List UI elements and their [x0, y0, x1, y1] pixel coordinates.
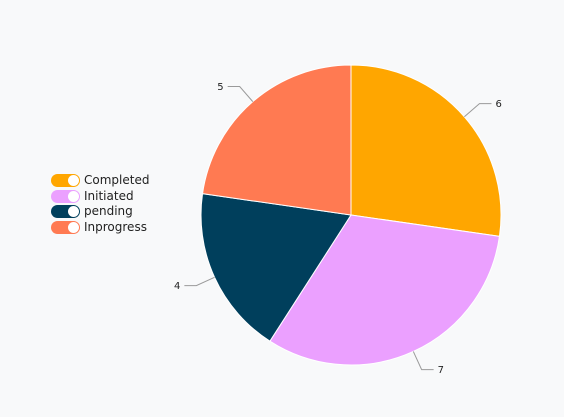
label-connector-initiated	[412, 351, 434, 371]
legend-item-initiated[interactable]: Initiated	[51, 189, 149, 205]
data-label-pending: 4	[174, 281, 180, 292]
legend-item-pending[interactable]: pending	[51, 204, 149, 220]
toggle-knob-icon	[68, 190, 79, 202]
data-label-completed: 6	[495, 99, 501, 110]
legend-label: Completed	[84, 173, 150, 188]
data-label-initiated: 7	[438, 365, 444, 376]
pie-slice-inprogress[interactable]	[201, 64, 352, 216]
label-connector-inprogress	[227, 86, 254, 102]
legend-toggle-icon[interactable]	[51, 174, 80, 188]
legend-item-completed[interactable]: Completed	[51, 173, 149, 189]
legend-label: pending	[84, 204, 133, 219]
legend: Completed Initiated pending Inprogress	[51, 173, 149, 235]
label-connector-completed	[464, 103, 492, 118]
toggle-knob-icon	[68, 206, 79, 218]
toggle-knob-icon	[68, 221, 79, 233]
pie-slice-completed[interactable]	[350, 64, 502, 237]
legend-toggle-icon[interactable]	[51, 205, 80, 219]
pie-data-labels: 6 7 4 5	[174, 82, 502, 376]
legend-item-inprogress[interactable]: Inprogress	[51, 220, 149, 236]
data-label-inprogress: 5	[217, 82, 223, 93]
toggle-knob-icon	[68, 175, 79, 187]
pie-slice-pending[interactable]	[200, 193, 352, 342]
label-connector-pending	[184, 276, 215, 287]
pie-slices	[200, 64, 502, 366]
legend-toggle-icon[interactable]	[51, 189, 80, 203]
legend-label: Initiated	[84, 188, 134, 203]
legend-toggle-icon[interactable]	[51, 220, 80, 234]
legend-label: Inprogress	[84, 219, 147, 234]
